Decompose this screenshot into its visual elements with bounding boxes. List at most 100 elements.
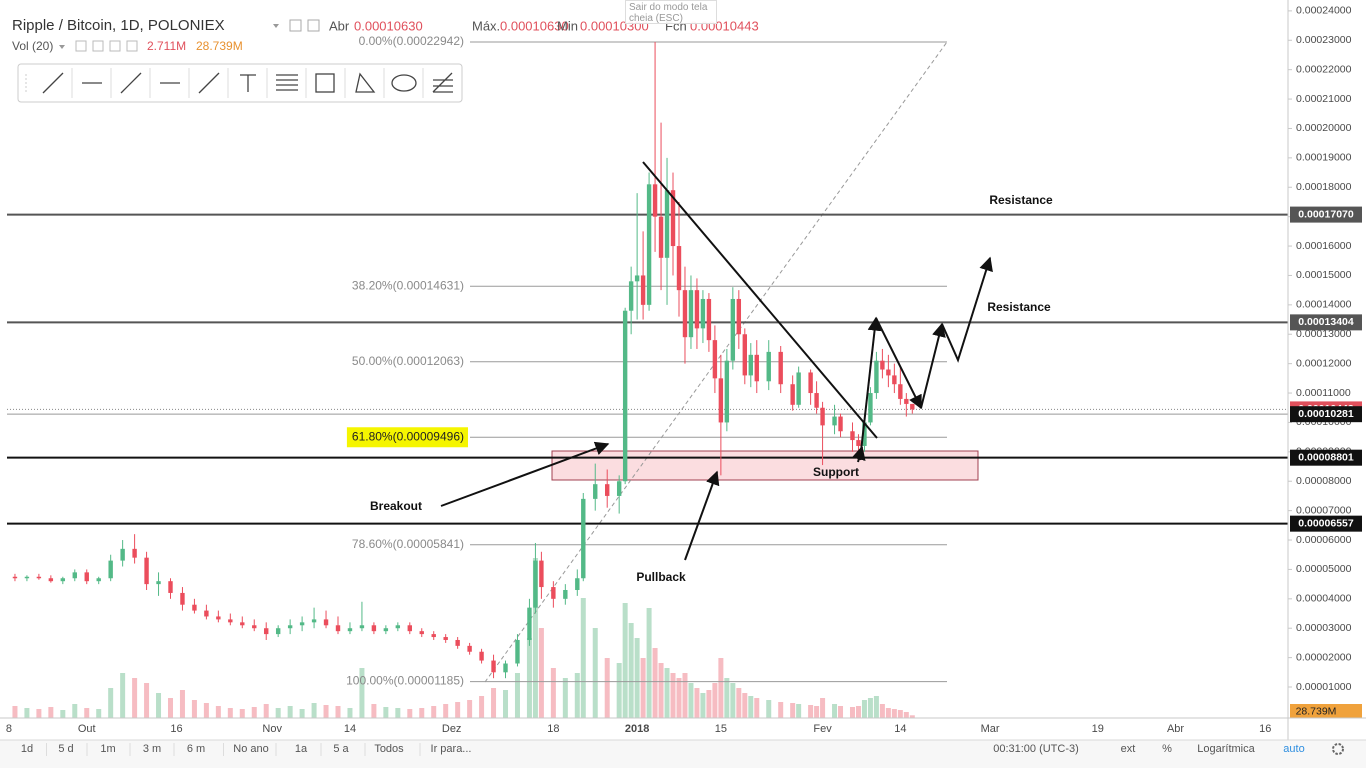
fib-label: 38.20%(0.00014631) <box>352 278 464 292</box>
dropdown-icon[interactable] <box>273 24 279 28</box>
range-button[interactable]: Ir para... <box>431 743 472 755</box>
range-button[interactable]: No ano <box>233 743 268 755</box>
icon[interactable] <box>307 19 320 32</box>
tool-pitchfork[interactable] <box>432 72 453 93</box>
candle-body <box>634 275 640 282</box>
range-button[interactable]: 1a <box>295 743 308 755</box>
tool-triangle[interactable] <box>355 72 376 93</box>
candle-body <box>72 572 77 579</box>
toolbar-frame <box>17 63 463 103</box>
candle-body <box>204 610 209 617</box>
volume-bar <box>503 690 509 718</box>
range-button[interactable]: Todos <box>374 743 404 755</box>
tool-text[interactable] <box>240 74 256 92</box>
option[interactable]: Logarítmica <box>1197 743 1255 755</box>
volume-bar <box>179 690 185 718</box>
icon[interactable] <box>289 19 302 32</box>
volume-bar <box>443 704 449 718</box>
icon[interactable] <box>75 40 87 52</box>
volume-bar <box>891 709 897 718</box>
range-button[interactable]: 5 a <box>333 743 349 755</box>
range-button[interactable]: 1d <box>21 743 33 755</box>
tool-fib[interactable] <box>276 74 298 91</box>
option[interactable]: ext <box>1121 743 1136 755</box>
candle-body <box>724 360 730 423</box>
candle-body <box>605 484 610 496</box>
candle-body <box>778 351 783 385</box>
tool-line[interactable] <box>42 72 64 94</box>
volume-bar <box>455 702 461 718</box>
annotation: Breakout <box>370 499 422 513</box>
candle-body <box>144 557 149 585</box>
candle-body <box>216 616 221 620</box>
level-price-box <box>1290 314 1362 331</box>
icon[interactable] <box>92 40 104 52</box>
volume-bar <box>616 663 622 718</box>
candle-body <box>700 298 706 329</box>
candle-body <box>892 375 897 385</box>
icon[interactable] <box>126 40 138 52</box>
candle-body <box>407 625 412 632</box>
candle-body <box>156 581 161 585</box>
ohlc-label: Abr <box>329 18 350 33</box>
range-button[interactable]: 6 m <box>187 743 205 755</box>
volume-bar <box>395 708 401 718</box>
volume-bar <box>855 706 861 718</box>
x-tick-label: 14 <box>344 723 356 735</box>
candle-body <box>838 416 843 432</box>
volume-bar <box>532 558 538 718</box>
x-tick-label: 19 <box>1092 723 1104 735</box>
volume-bar <box>820 698 826 718</box>
x-tick-label: 2018 <box>625 723 649 735</box>
x-tick-label: 14 <box>894 723 906 735</box>
candle-body <box>640 275 646 305</box>
volume-bar <box>383 707 389 718</box>
volume-bar <box>832 704 838 718</box>
settings-icon[interactable] <box>1332 743 1344 755</box>
option[interactable]: auto <box>1283 743 1304 755</box>
volume-bar <box>604 658 610 718</box>
level-price-box <box>1290 406 1362 423</box>
icon[interactable] <box>109 40 121 52</box>
y-tick-label: 0.00012000 <box>1296 357 1352 369</box>
tool-ellipse[interactable] <box>391 74 417 92</box>
range-button[interactable]: 1m <box>100 743 115 755</box>
volume-bar <box>72 704 78 718</box>
volume-bar <box>861 700 867 718</box>
x-tick-label: Abr <box>1167 723 1184 735</box>
volume-bar <box>431 706 437 718</box>
candle-body <box>712 340 718 379</box>
symbol-title[interactable]: Ripple / Bitcoin, 1D, POLONIEX <box>12 17 225 34</box>
candle-body <box>730 298 736 361</box>
option[interactable]: % <box>1162 743 1172 755</box>
timezone[interactable]: 00:31:00 (UTC-3) <box>993 743 1079 755</box>
volume-bar <box>48 707 54 718</box>
candle-body <box>491 660 496 673</box>
volume-bar <box>371 704 377 718</box>
volume-bar <box>628 623 634 718</box>
x-tick-label: Mar <box>981 723 1000 735</box>
volume-bar <box>736 688 742 718</box>
candle-body <box>60 578 66 582</box>
tool-arrow[interactable] <box>198 72 220 94</box>
volume-bar <box>676 678 682 718</box>
y-tick-label: 0.00018000 <box>1296 181 1352 193</box>
volume-title[interactable]: Vol (20) <box>12 39 53 53</box>
candle-body <box>96 578 101 582</box>
tool-ray[interactable] <box>120 72 142 94</box>
candle-body <box>48 578 54 582</box>
candle-body <box>12 576 18 579</box>
candle-body <box>646 184 652 305</box>
range-button[interactable]: 5 d <box>58 743 73 755</box>
range-button[interactable]: 3 m <box>143 743 161 755</box>
candle-body <box>706 298 712 341</box>
candle-body <box>503 663 508 673</box>
candle-body <box>832 416 837 426</box>
bottom-bar-items: 1d 5 d 1m 3 m 6 m No ano 1a 5 a Todos Ir para... <box>21 743 472 756</box>
tool-rectangle[interactable] <box>315 73 335 93</box>
candle-body <box>275 628 281 635</box>
x-tick-label: Fev <box>813 723 832 735</box>
volume-bar <box>24 708 30 718</box>
volume-bar <box>120 673 126 718</box>
dropdown-icon[interactable] <box>59 45 65 49</box>
